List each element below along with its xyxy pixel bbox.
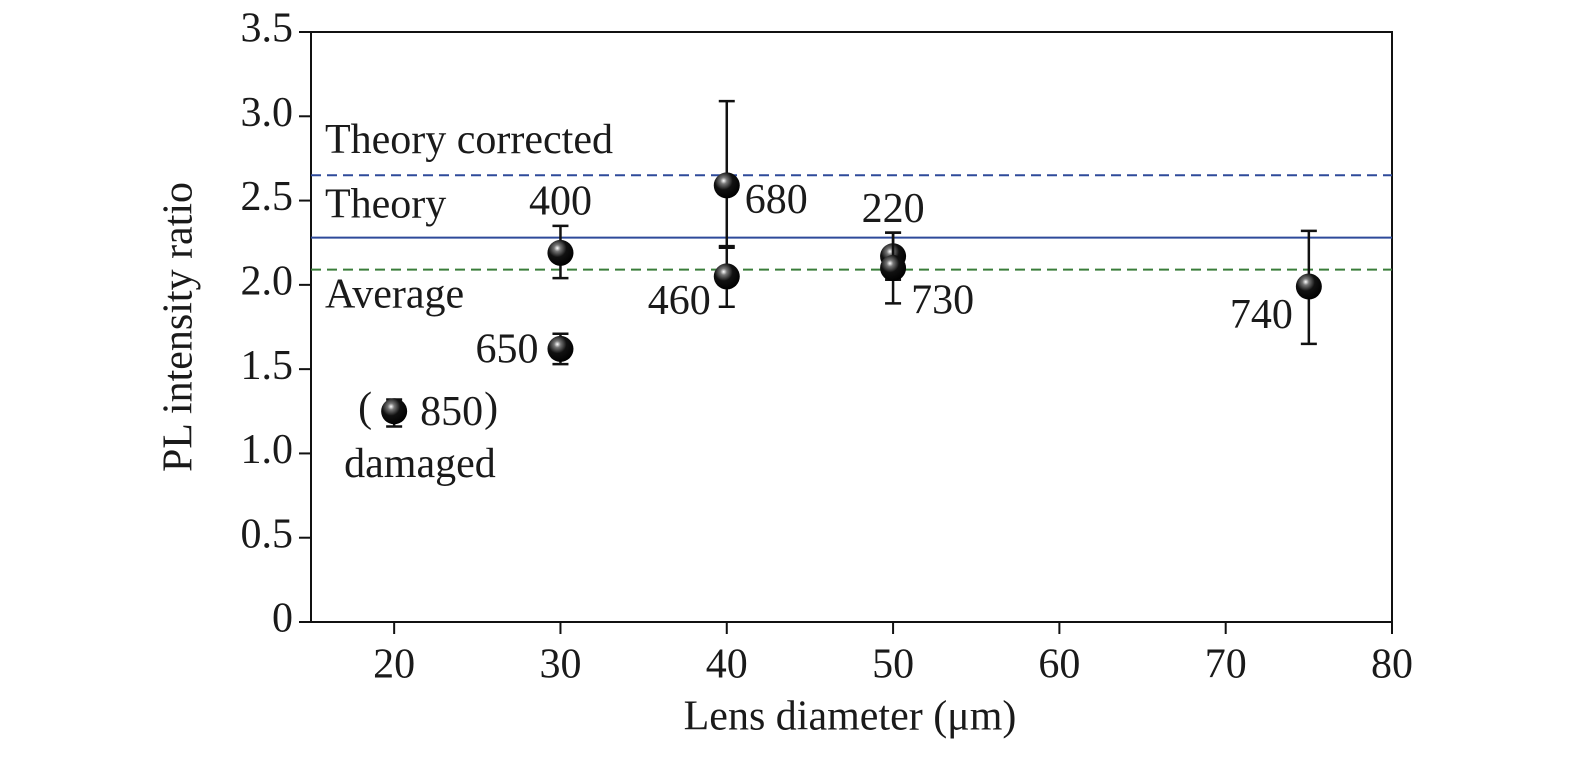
annotation: ( (358, 385, 372, 431)
annotation: ) (484, 385, 498, 431)
y-tick-label: 2.5 (241, 174, 294, 220)
point-label: 460 (648, 278, 711, 324)
y-tick-label: 0.5 (241, 511, 294, 557)
reference-label: Theory (325, 181, 446, 227)
x-tick-label: 80 (1371, 642, 1413, 688)
point-label: 730 (911, 278, 974, 324)
x-tick-label: 40 (706, 642, 748, 688)
point-label: 850 (420, 389, 483, 435)
reference-label: Average (325, 271, 464, 317)
point-label: 400 (529, 178, 592, 224)
data-point (547, 335, 574, 362)
x-tick-label: 60 (1038, 642, 1080, 688)
y-tick-label: 0 (272, 596, 293, 642)
x-tick-label: 20 (373, 642, 415, 688)
y-tick-label: 3.5 (241, 6, 294, 52)
point-label: 680 (745, 177, 808, 223)
point-label: 650 (475, 327, 538, 373)
x-tick-label: 30 (539, 642, 581, 688)
y-axis-title: PL intensity ratio (156, 182, 202, 472)
data-point (381, 398, 408, 425)
y-tick-label: 2.0 (241, 258, 294, 304)
point-label: 740 (1230, 292, 1293, 338)
plot-frame (310, 31, 1393, 623)
x-axis-title: Lens diameter (μm) (684, 694, 1017, 740)
y-tick-label: 1.0 (241, 427, 294, 473)
data-point (880, 255, 907, 281)
y-tick-label: 3.0 (241, 90, 294, 136)
annotation: damaged (344, 441, 496, 487)
data-point (713, 172, 740, 199)
point-label: 220 (862, 186, 925, 232)
x-tick-label: 70 (1205, 642, 1247, 688)
data-point (1295, 273, 1322, 300)
x-tick-label: 50 (872, 642, 914, 688)
data-point (713, 263, 740, 290)
y-tick-label: 1.5 (241, 343, 294, 389)
reference-label: Theory corrected (325, 117, 613, 163)
data-point (547, 239, 574, 266)
